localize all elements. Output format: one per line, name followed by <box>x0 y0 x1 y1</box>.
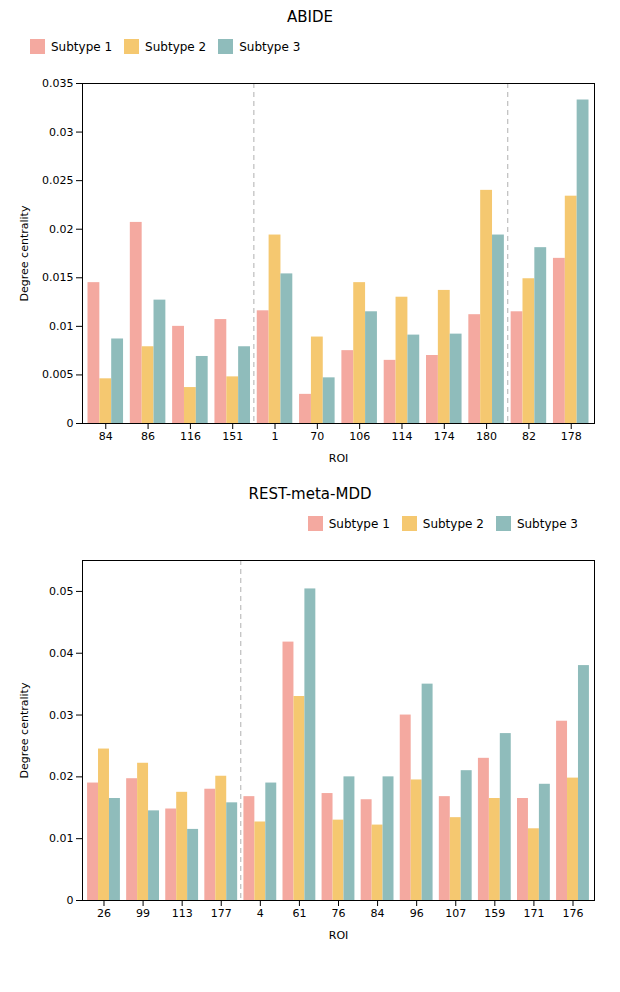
svg-text:0.01: 0.01 <box>49 320 74 333</box>
svg-text:Degree centrality: Degree centrality <box>18 682 31 778</box>
svg-text:106: 106 <box>349 430 370 443</box>
svg-text:ROI: ROI <box>329 452 349 465</box>
svg-text:151: 151 <box>222 430 243 443</box>
svg-text:82: 82 <box>522 430 536 443</box>
html-text:Subtype 3: Subtype 3 <box>516 516 578 531</box>
svg-text:84: 84 <box>371 907 385 920</box>
html-text:REST-meta-MDD: REST-meta-MDD <box>248 485 372 503</box>
svg-text:178: 178 <box>561 430 582 443</box>
html-text:ABIDE: ABIDE <box>287 8 333 26</box>
svg-text:76: 76 <box>332 907 346 920</box>
svg-text:0.03: 0.03 <box>49 709 74 722</box>
svg-text:176: 176 <box>563 907 584 920</box>
svg-text:0: 0 <box>67 894 74 907</box>
svg-text:113: 113 <box>172 907 193 920</box>
svg-text:0.02: 0.02 <box>49 223 74 236</box>
html-text:Subtype 3: Subtype 3 <box>239 39 301 54</box>
svg-text:70: 70 <box>310 430 324 443</box>
svg-text:0.01: 0.01 <box>49 832 74 845</box>
svg-text:159: 159 <box>484 907 505 920</box>
svg-text:4: 4 <box>257 907 264 920</box>
svg-text:180: 180 <box>476 430 497 443</box>
svg-text:0: 0 <box>67 417 74 430</box>
svg-text:84: 84 <box>99 430 113 443</box>
svg-text:Degree centrality: Degree centrality <box>18 205 31 301</box>
svg-text:26: 26 <box>97 907 111 920</box>
svg-text:0.05: 0.05 <box>49 585 74 598</box>
html-text:Subtype 1: Subtype 1 <box>328 516 390 531</box>
svg-text:99: 99 <box>136 907 150 920</box>
svg-text:177: 177 <box>211 907 232 920</box>
html-text:Subtype 2: Subtype 2 <box>145 39 207 54</box>
svg-text:0.015: 0.015 <box>42 271 74 284</box>
svg-text:1: 1 <box>272 430 279 443</box>
svg-text:0.03: 0.03 <box>49 126 74 139</box>
svg-text:ROI: ROI <box>329 929 349 942</box>
svg-text:107: 107 <box>445 907 466 920</box>
svg-text:0.035: 0.035 <box>42 77 74 90</box>
svg-text:114: 114 <box>391 430 412 443</box>
html-text:Subtype 2: Subtype 2 <box>422 516 484 531</box>
svg-text:174: 174 <box>434 430 455 443</box>
svg-text:0.025: 0.025 <box>42 174 74 187</box>
svg-text:0.005: 0.005 <box>42 368 74 381</box>
html-text:Subtype 1: Subtype 1 <box>51 39 113 54</box>
svg-text:86: 86 <box>141 430 155 443</box>
svg-text:0.02: 0.02 <box>49 770 74 783</box>
svg-text:61: 61 <box>292 907 306 920</box>
svg-text:96: 96 <box>410 907 424 920</box>
svg-text:116: 116 <box>180 430 201 443</box>
svg-text:171: 171 <box>523 907 544 920</box>
svg-text:0.04: 0.04 <box>49 647 74 660</box>
